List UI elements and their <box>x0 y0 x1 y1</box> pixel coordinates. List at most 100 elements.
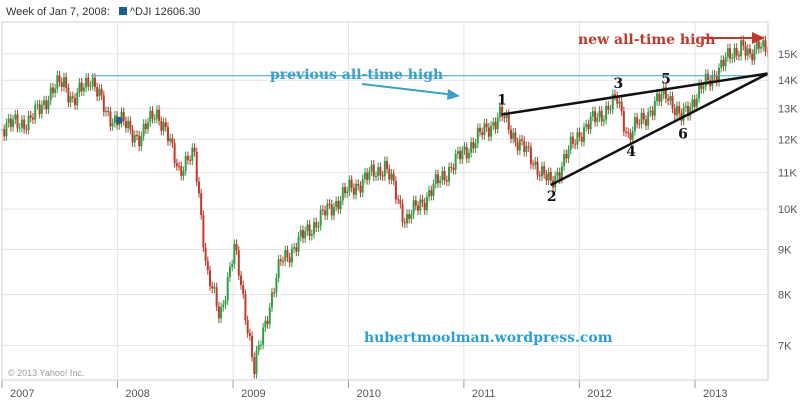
candle-body <box>189 159 192 161</box>
candle-body <box>540 166 543 177</box>
candle-body <box>492 121 495 126</box>
candle-body <box>576 132 579 145</box>
candle-body <box>423 202 426 211</box>
candle-body <box>98 88 101 97</box>
candle-body <box>355 183 358 195</box>
candle-body <box>687 105 690 117</box>
candle-body <box>678 106 681 114</box>
x-tick-label: 2008 <box>125 388 149 400</box>
wedge-trend-line <box>500 72 769 116</box>
candle-body <box>558 172 561 180</box>
candle-body <box>226 277 229 301</box>
candle-body <box>36 104 39 106</box>
candle-body <box>268 307 271 325</box>
candle-body <box>133 135 136 143</box>
candle-body <box>5 123 8 137</box>
candle-body <box>640 112 643 125</box>
candle-body <box>217 306 220 319</box>
candle-body <box>401 203 404 223</box>
candle-body <box>102 95 105 112</box>
candle-body <box>56 75 59 89</box>
candle-body <box>436 174 439 184</box>
candle-body <box>764 40 767 52</box>
candle-body <box>131 129 134 143</box>
candle-body <box>625 131 628 133</box>
candle-body <box>162 122 165 131</box>
candle-body <box>160 120 163 131</box>
candle-body <box>478 128 481 133</box>
candle-body <box>514 132 517 143</box>
candle-body <box>215 287 218 307</box>
candle-body <box>20 119 23 128</box>
candle-body <box>633 117 636 132</box>
candle-body <box>496 117 499 130</box>
candle-body <box>310 234 313 236</box>
candle-body <box>417 205 420 211</box>
candle-body <box>220 306 223 319</box>
candle-body <box>704 73 707 87</box>
candle-body <box>91 77 94 86</box>
candle-body <box>16 114 19 128</box>
candle-body <box>341 187 344 201</box>
candle-body <box>93 77 96 88</box>
candle-body <box>735 47 738 56</box>
y-tick-label: 14K <box>778 75 798 87</box>
symbol-label: ^DJI 12606.30 <box>129 6 201 18</box>
candle-body <box>711 74 714 87</box>
candle-body <box>587 124 590 130</box>
candle-body <box>62 77 65 87</box>
candle-body <box>273 292 276 294</box>
candle-body <box>521 139 524 141</box>
candle-body <box>69 96 72 103</box>
candle-body <box>399 199 402 204</box>
y-tick-label: 8K <box>778 290 792 302</box>
candle-body <box>27 115 30 130</box>
candle-body <box>164 122 167 128</box>
candle-body <box>147 122 150 130</box>
candle-body <box>494 121 497 130</box>
y-tick-label: 12K <box>778 134 798 146</box>
candle-body <box>193 147 196 152</box>
y-tick-label: 10K <box>778 204 798 216</box>
candle-body <box>235 243 238 251</box>
candle-body <box>538 175 541 177</box>
candle-body <box>270 292 273 308</box>
candle-body <box>195 151 198 182</box>
candle-body <box>107 111 110 113</box>
candle-body <box>602 119 605 122</box>
candle-body <box>658 93 661 102</box>
candle-body <box>51 87 54 93</box>
candle-body <box>49 87 52 101</box>
candle-body <box>483 123 486 136</box>
candle-body <box>180 166 183 176</box>
candle-body <box>251 335 254 358</box>
candle-body <box>412 200 415 215</box>
candle-body <box>213 287 216 289</box>
candle-body <box>321 209 324 211</box>
candle-body <box>264 320 267 328</box>
candle-body <box>326 203 329 216</box>
candle-body <box>142 123 145 137</box>
candle-body <box>636 117 639 124</box>
candle-body <box>337 201 340 210</box>
candle-body <box>724 56 727 67</box>
candlesticks <box>1 35 769 379</box>
candle-body <box>96 87 99 97</box>
candle-body <box>443 171 446 181</box>
candle-body <box>202 215 205 248</box>
new-ath-arrowhead <box>752 32 765 44</box>
candle-body <box>465 146 468 159</box>
candle-body <box>348 179 351 192</box>
candle-body <box>266 320 269 325</box>
candle-body <box>467 152 470 159</box>
candle-body <box>85 77 88 88</box>
candle-body <box>667 98 670 101</box>
candle-body <box>158 109 161 121</box>
candle-body <box>109 111 112 127</box>
candle-body <box>432 184 435 196</box>
candle-body <box>490 125 493 137</box>
candle-body <box>262 327 265 345</box>
candle-body <box>649 110 652 113</box>
candle-body <box>60 82 63 87</box>
candle-body <box>248 333 251 336</box>
